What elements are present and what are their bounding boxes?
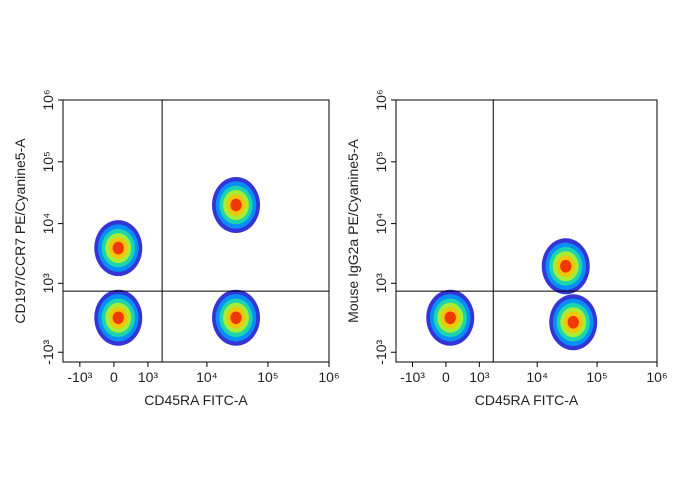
population <box>426 289 475 346</box>
population <box>549 294 598 351</box>
y-tick-label: 10⁴ <box>373 213 389 235</box>
x-tick-label: 10⁴ <box>526 369 548 385</box>
x-tick-label: -10³ <box>400 369 425 385</box>
x-tick-label: 10⁵ <box>586 369 607 385</box>
y-tick-label: 10⁴ <box>40 213 56 235</box>
x-tick-label: 10³ <box>469 369 490 385</box>
density-level <box>112 241 124 255</box>
population <box>212 177 261 234</box>
y-tick-label: 10⁵ <box>40 151 56 172</box>
density-level <box>444 311 456 325</box>
x-axis-label: CD45RA FITC-A <box>144 392 248 408</box>
x-tick-label: 10⁶ <box>318 369 339 385</box>
population <box>94 289 143 346</box>
y-tick-label: -10³ <box>373 339 389 364</box>
x-tick-label: 10⁵ <box>257 369 278 385</box>
x-tick-label: 10³ <box>138 369 159 385</box>
plot-frame <box>62 99 330 363</box>
y-axis-label: Mouse IgG2a PE/Cyanine5-A <box>345 139 361 323</box>
y-axis-label: CD197/CCR7 PE/Cyanine5-A <box>12 138 28 324</box>
y-tick-label: 10³ <box>373 273 389 294</box>
y-tick-label: 10⁶ <box>373 89 389 110</box>
x-axis-label: CD45RA FITC-A <box>475 392 579 408</box>
y-tick-label: 10⁶ <box>40 89 56 110</box>
population <box>212 289 261 346</box>
density-level <box>567 315 579 329</box>
x-tick-label: 0 <box>442 369 450 385</box>
plot-frame <box>395 99 658 363</box>
x-tick-label: 10⁴ <box>196 369 218 385</box>
y-tick-label: -10³ <box>40 339 56 364</box>
x-tick-label: 10⁶ <box>646 369 667 385</box>
x-tick-label: -10³ <box>67 369 92 385</box>
population <box>94 220 143 277</box>
density-level <box>230 311 242 325</box>
y-tick-label: 10³ <box>40 273 56 294</box>
x-tick-label: 0 <box>110 369 118 385</box>
density-level <box>560 259 572 273</box>
density-level <box>230 198 242 212</box>
y-tick-label: 10⁵ <box>373 151 389 172</box>
density-level <box>112 311 124 325</box>
population <box>541 238 590 295</box>
